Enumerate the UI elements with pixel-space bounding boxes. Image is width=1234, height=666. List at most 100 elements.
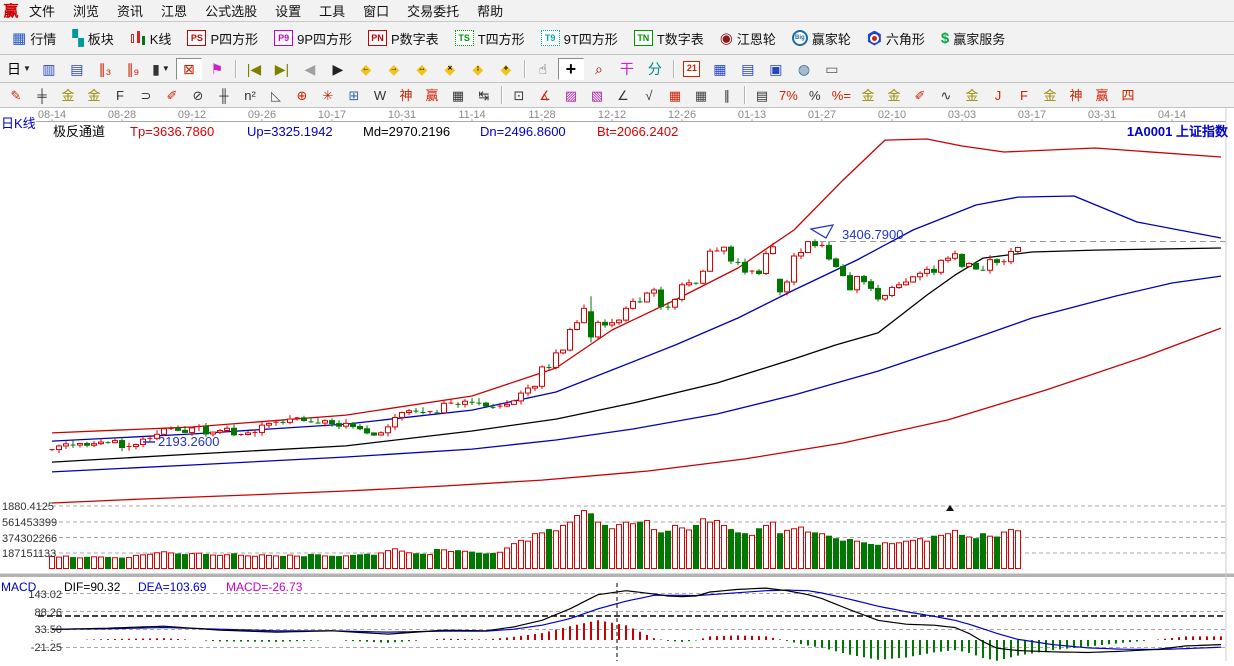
color-flag-icon[interactable]: ⚑ bbox=[210, 60, 224, 77]
winner-wheel-button[interactable]: Big 赢家轮 bbox=[784, 26, 859, 51]
spider-web-tool[interactable]: ✳ bbox=[322, 87, 334, 103]
ruler-tool[interactable]: ╪ bbox=[37, 87, 47, 103]
calendar-icon[interactable]: 21 bbox=[679, 58, 705, 80]
info-list-icon[interactable]: ▤ bbox=[70, 60, 84, 77]
ratio-ruler-tool[interactable]: ╫ bbox=[219, 87, 229, 103]
angle-mirror-tool[interactable]: ◺ bbox=[271, 87, 281, 103]
price-frame-tool[interactable]: ⊡ bbox=[513, 87, 525, 103]
period-button[interactable]: 日 ▼ bbox=[7, 60, 31, 77]
blocks-button[interactable]: ▚ 板块 bbox=[64, 26, 122, 51]
hexagon-button[interactable]: 六角形 bbox=[859, 26, 933, 51]
t-number-button[interactable]: TN T数字表 bbox=[626, 26, 712, 51]
check-line-tool[interactable]: √ bbox=[645, 87, 653, 103]
last-page-icon[interactable]: ▶| bbox=[274, 60, 290, 77]
menu-文件[interactable]: 文件 bbox=[29, 4, 56, 19]
square-nine-tool[interactable]: n² bbox=[244, 87, 256, 103]
menu-设置[interactable]: 设置 bbox=[275, 4, 302, 19]
si-angle-tool[interactable]: 四 bbox=[1121, 87, 1135, 103]
square-web-tool[interactable]: ⊞ bbox=[348, 87, 360, 103]
printer-icon[interactable]: ▭ bbox=[825, 60, 839, 77]
wave-mark-tool[interactable]: W bbox=[373, 87, 387, 103]
percent-line-tool[interactable]: %= bbox=[831, 87, 851, 103]
circle-cross-tool[interactable]: ⊕ bbox=[296, 87, 308, 103]
f-angle-tool[interactable]: F bbox=[1019, 87, 1028, 103]
j-angle-tool[interactable]: J bbox=[994, 87, 1002, 103]
zoom-right-icon[interactable]: ◆ → bbox=[388, 60, 400, 77]
gold-angle-tool[interactable]: 金 bbox=[965, 87, 979, 103]
menu-浏览[interactable]: 浏览 bbox=[73, 4, 100, 19]
seven-percent-tool[interactable]: 7% bbox=[779, 87, 798, 103]
black-grid-tool[interactable]: ▦ bbox=[694, 87, 708, 103]
first-page-icon[interactable]: |◀ bbox=[246, 60, 262, 77]
gann-circle-tool[interactable]: ⊘ bbox=[192, 87, 204, 103]
pen-tool[interactable]: ✎ bbox=[10, 87, 22, 103]
svg-text:04-14: 04-14 bbox=[1158, 109, 1186, 121]
quotes-button[interactable]: ▦ 行情 bbox=[4, 26, 64, 51]
trend-angle-tool[interactable]: ∠ bbox=[617, 87, 629, 103]
calculator-icon[interactable]: ▦ bbox=[713, 60, 727, 77]
menu-公式选股[interactable]: 公式选股 bbox=[205, 4, 258, 19]
prev-icon[interactable]: ◀ bbox=[304, 60, 316, 77]
menu-工具[interactable]: 工具 bbox=[319, 4, 346, 19]
app-logo-icon: 赢 bbox=[3, 3, 19, 20]
zoom-v-icon[interactable]: ◆ ↕ bbox=[472, 60, 484, 77]
toolbar-separator bbox=[672, 59, 674, 78]
menu-帮助[interactable]: 帮助 bbox=[477, 4, 504, 19]
fan-lines-tool[interactable]: ∡ bbox=[539, 87, 551, 103]
gann-wheel-button[interactable]: ◉ 江恩轮 bbox=[712, 26, 784, 51]
wave3-icon[interactable]: ∥₃ bbox=[98, 60, 112, 77]
toolbar-view: 日 ▼ ▥ ▤ ∥₃ ∥₉ ▮ ▼ ⊠ ⚑ |◀ ▶| ◀ ▶ ◆ ← ◆ → ◆ ↔ ◆ × ◆ ↕ ◆ + ☝ + ⌕ 干分 21 ▦ ▤ ▣… bbox=[0, 55, 1234, 83]
chart-area[interactable]: 08-14 08-28 09-12 09-26 10-17 10-31 11-14 11-28… bbox=[0, 108, 1234, 661]
gold-circle-tool[interactable]: 金 bbox=[861, 87, 875, 103]
menu-窗口[interactable]: 窗口 bbox=[363, 4, 390, 19]
menu-资讯[interactable]: 资讯 bbox=[117, 4, 144, 19]
gold-section-tool[interactable]: 金 bbox=[61, 87, 75, 103]
t9-square-button[interactable]: T9 9T四方形 bbox=[533, 26, 626, 51]
pink-tool-icon[interactable]: 干 bbox=[619, 60, 634, 77]
p-square-button[interactable]: PS P四方形 bbox=[179, 26, 266, 51]
kline-button[interactable]: K线 bbox=[122, 26, 180, 51]
winner-service-button[interactable]: $ 赢家服务 bbox=[933, 26, 1013, 51]
notepad-icon[interactable]: ▤ bbox=[741, 60, 755, 77]
save-icon[interactable]: ▣ bbox=[769, 60, 783, 77]
zoom-both-icon[interactable]: ◆ ↔ bbox=[416, 60, 428, 77]
stat-table-tool[interactable]: ▤ bbox=[755, 87, 769, 103]
shen-gann-tool[interactable]: 神 bbox=[399, 87, 413, 103]
ying-angle-tool[interactable]: 赢 bbox=[1095, 87, 1109, 103]
wave-angle-tool[interactable]: ∿ bbox=[940, 87, 952, 103]
percent-tool[interactable]: % bbox=[809, 87, 821, 103]
teal-tool-icon[interactable]: 分 bbox=[647, 60, 662, 77]
red-grid-tool[interactable]: ▦ bbox=[668, 87, 682, 103]
crosshair-icon[interactable]: + bbox=[557, 57, 584, 80]
fan-box-tool[interactable]: ▨ bbox=[564, 87, 578, 103]
red-grid-icon[interactable]: ⊠ bbox=[175, 57, 202, 80]
zoom-plus-icon[interactable]: ◆ + bbox=[500, 60, 512, 77]
cycle-section-tool[interactable]: ⊃ bbox=[140, 87, 152, 103]
candle-style-icon[interactable]: ▮ ▼ bbox=[152, 60, 170, 77]
span-measure-tool[interactable]: ↹ bbox=[478, 87, 490, 103]
wave9-icon[interactable]: ∥₉ bbox=[126, 60, 140, 77]
parallel-lines-tool[interactable]: ∥ bbox=[723, 87, 731, 103]
menu-交易委托[interactable]: 交易委托 bbox=[407, 4, 460, 19]
next-icon[interactable]: ▶ bbox=[332, 60, 344, 77]
zoom-x-icon[interactable]: ◆ × bbox=[444, 60, 456, 77]
gold-section2-tool[interactable]: 金 bbox=[87, 87, 101, 103]
ying-gann-tool[interactable]: 赢 bbox=[425, 87, 439, 103]
overlay-icon[interactable]: ▥ bbox=[42, 60, 56, 77]
menu-江恩[interactable]: 江恩 bbox=[161, 4, 188, 19]
spiral-box-tool[interactable]: ▧ bbox=[590, 87, 604, 103]
grid-price-tool[interactable]: ▦ bbox=[451, 87, 465, 103]
magnifier-icon[interactable]: ⌕ bbox=[595, 60, 603, 77]
gold-angle2-tool[interactable]: 金 bbox=[1043, 87, 1057, 103]
pen-section-tool[interactable]: ✐ bbox=[166, 87, 178, 103]
stats-globe-icon[interactable]: ◍ bbox=[797, 60, 811, 77]
t-square-button[interactable]: TS T四方形 bbox=[447, 26, 533, 51]
hand-icon[interactable]: ☝ bbox=[538, 60, 548, 77]
shen-angle-tool[interactable]: 神 bbox=[1069, 87, 1083, 103]
f-section-tool[interactable]: F bbox=[116, 87, 124, 103]
zoom-left-icon[interactable]: ◆ ← bbox=[360, 60, 372, 77]
gold-lines-tool[interactable]: 金 bbox=[887, 87, 901, 103]
p9-square-button[interactable]: P9 9P四方形 bbox=[266, 26, 360, 51]
p-number-button[interactable]: PN P数字表 bbox=[360, 26, 447, 51]
mark-pen-tool[interactable]: ✐ bbox=[914, 87, 926, 103]
